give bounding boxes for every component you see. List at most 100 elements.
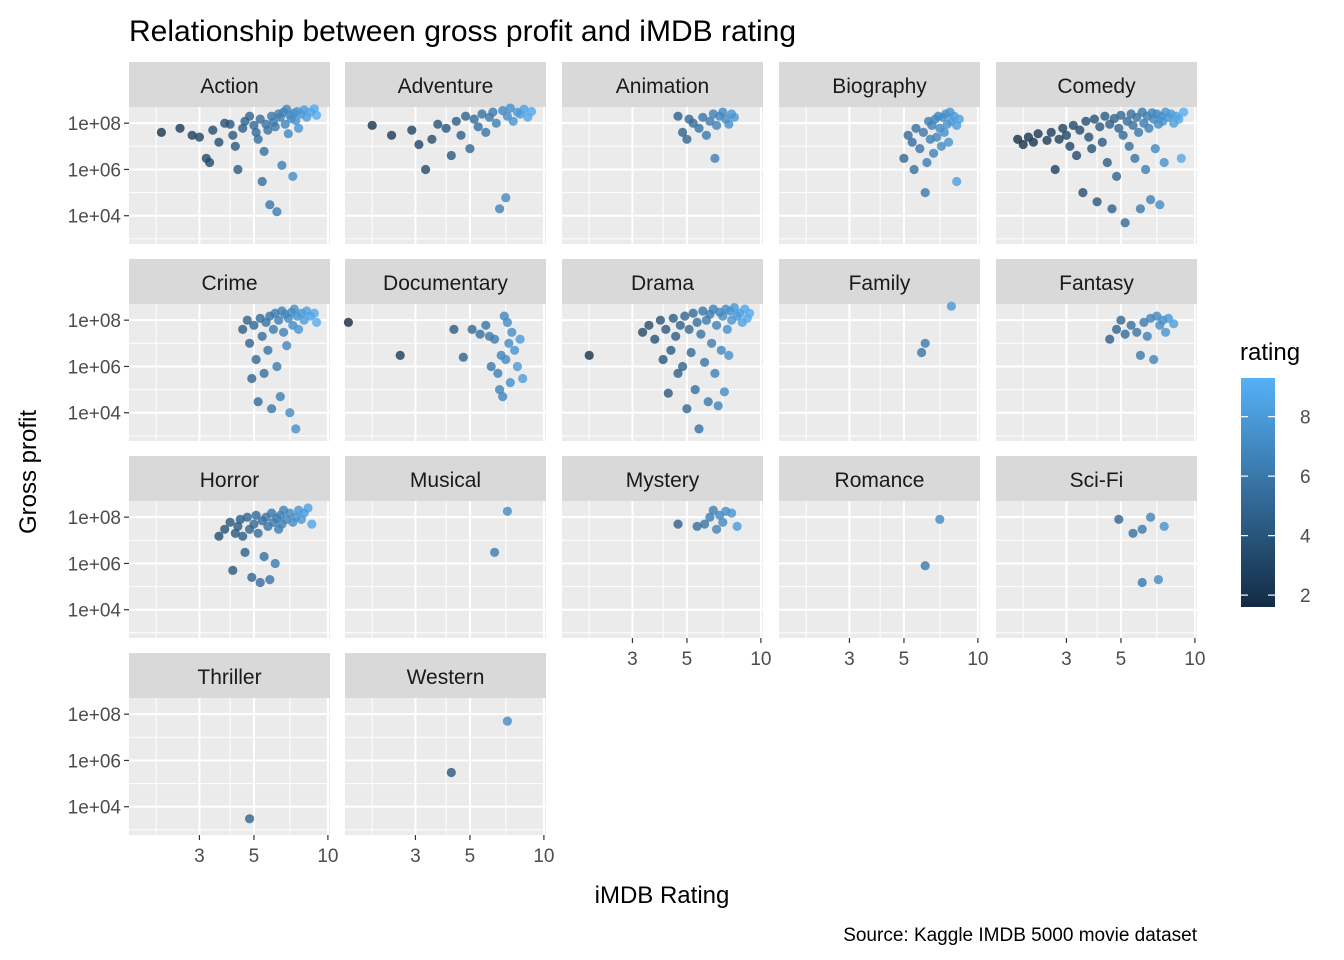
data-point	[1150, 144, 1160, 154]
data-point	[272, 361, 282, 372]
data-point	[694, 424, 704, 434]
data-point	[257, 331, 267, 341]
data-point	[233, 164, 243, 175]
data-point	[1146, 512, 1156, 522]
data-point	[1061, 130, 1071, 140]
panel-background	[345, 501, 546, 638]
data-point	[491, 118, 501, 128]
data-point	[1095, 122, 1105, 132]
data-point	[263, 345, 273, 355]
facet-animation: Animation	[562, 62, 763, 244]
data-point	[242, 512, 252, 522]
data-point	[205, 157, 215, 168]
data-point	[407, 125, 417, 135]
facet-strip	[129, 259, 330, 304]
data-point	[481, 127, 491, 137]
color-legend: rating 2 4 6 8	[1240, 339, 1311, 607]
facet-adventure: Adventure	[345, 62, 546, 244]
data-point	[247, 572, 257, 583]
data-point	[1137, 524, 1147, 534]
data-point	[303, 503, 313, 513]
data-point	[220, 524, 230, 534]
data-point	[421, 164, 431, 175]
data-point	[475, 329, 485, 339]
data-point	[1146, 195, 1156, 205]
data-point	[1174, 114, 1184, 124]
data-point	[1116, 110, 1126, 120]
data-point	[312, 110, 322, 120]
facet-family: Family	[779, 259, 980, 441]
panel-background	[996, 304, 1197, 441]
data-point	[498, 392, 508, 402]
data-point	[343, 317, 353, 327]
data-point	[502, 506, 512, 516]
data-point	[922, 157, 932, 168]
data-point	[929, 148, 939, 158]
data-point	[228, 565, 238, 576]
data-point	[501, 354, 511, 365]
facet-strip	[996, 456, 1197, 501]
data-point	[1128, 120, 1138, 130]
data-point	[1144, 123, 1154, 133]
panel-background	[779, 304, 980, 441]
data-point	[920, 561, 930, 571]
caption: Source: Kaggle IMDB 5000 movie dataset	[843, 925, 1198, 946]
data-point	[1112, 324, 1122, 334]
data-point	[718, 517, 728, 527]
data-point	[1075, 125, 1085, 135]
data-point	[918, 127, 929, 137]
data-point	[917, 347, 927, 358]
data-point	[414, 139, 424, 150]
data-point	[208, 125, 218, 135]
data-point	[932, 132, 942, 142]
data-point	[1089, 114, 1099, 124]
data-point	[638, 327, 648, 337]
data-point	[272, 207, 282, 217]
facet-strip	[562, 62, 763, 107]
data-point	[493, 368, 503, 378]
data-point	[1112, 171, 1122, 181]
data-point	[686, 347, 696, 358]
x-tick-label: 10	[750, 649, 771, 670]
data-point	[279, 327, 289, 337]
chart-title: Relationship between gross profit and iM…	[129, 15, 796, 48]
data-point	[280, 119, 290, 129]
panel-background	[345, 698, 546, 835]
data-point	[688, 308, 698, 318]
data-point	[515, 334, 525, 344]
facet-label: Documentary	[383, 272, 508, 295]
data-point	[283, 129, 293, 139]
facet-strip	[562, 259, 763, 304]
data-point	[920, 188, 930, 198]
data-point	[1114, 123, 1124, 133]
facet-musical: Musical	[345, 456, 546, 638]
data-point	[270, 558, 280, 569]
facet-label: Drama	[631, 272, 694, 295]
x-tick-label: 5	[465, 846, 476, 867]
data-point	[214, 137, 224, 147]
facet-label: Animation	[616, 75, 709, 98]
data-point	[718, 107, 728, 117]
data-point	[245, 338, 255, 348]
data-point	[952, 176, 962, 187]
data-point	[1141, 164, 1151, 175]
y-tick-label: 1e+08	[68, 508, 121, 529]
data-point	[486, 361, 496, 372]
facet-strip	[779, 62, 980, 107]
y-tick-label: 1e+08	[68, 705, 121, 726]
y-tick-label: 1e+04	[68, 404, 122, 425]
data-point	[682, 404, 692, 414]
data-point	[449, 324, 459, 334]
data-point	[509, 345, 520, 355]
data-point	[673, 368, 683, 378]
data-point	[1107, 204, 1117, 214]
facet-strip	[345, 62, 546, 107]
data-point	[708, 505, 718, 515]
x-tick-label: 3	[844, 649, 855, 670]
y-tick-label: 1e+08	[68, 311, 121, 332]
legend-colorbar	[1241, 378, 1275, 607]
x-tick-label: 10	[1184, 649, 1205, 670]
data-point	[1018, 139, 1028, 150]
data-point	[461, 111, 471, 121]
data-point	[684, 324, 694, 334]
